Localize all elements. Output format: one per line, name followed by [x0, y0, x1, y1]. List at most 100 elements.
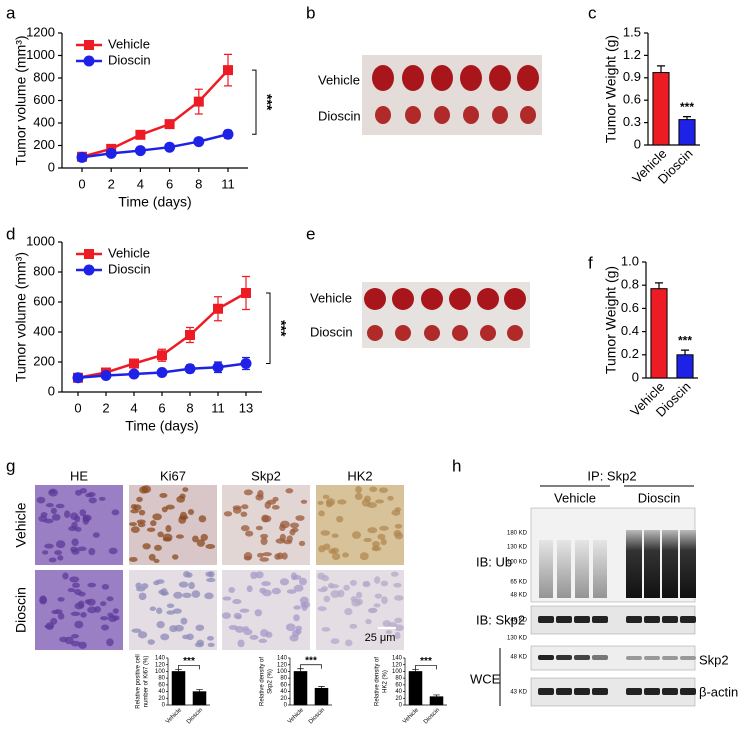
nucleus: [355, 486, 362, 494]
nucleus: [327, 582, 335, 589]
y-tick-label: 400: [33, 114, 55, 129]
y-tick-label: 20: [280, 696, 287, 702]
nucleus: [378, 487, 389, 493]
nucleus: [70, 611, 81, 617]
y-axis-label: Tumor Weight (g): [603, 266, 619, 374]
y-tick-label: 60: [158, 682, 165, 688]
nucleus: [70, 512, 79, 520]
error-bar: [412, 669, 419, 672]
blot-row-label: IB: Skp2: [476, 612, 525, 627]
nucleus: [70, 640, 81, 647]
y-axis-label: number of Ki67 (%): [144, 656, 150, 708]
smear: [662, 530, 678, 598]
row-label: Dioscin: [13, 587, 29, 633]
point: [156, 367, 168, 378]
nucleus: [80, 612, 87, 618]
nucleus: [365, 618, 372, 625]
y-tick-label: 120: [392, 662, 403, 668]
nucleus: [257, 552, 264, 558]
nucleus: [323, 595, 331, 603]
nucleus: [156, 607, 163, 614]
nucleus: [274, 553, 281, 560]
nucleus: [337, 499, 347, 505]
scale-label: 25 μm: [365, 632, 396, 644]
band: [574, 655, 590, 660]
y-tick-label: 200: [33, 353, 55, 368]
y-tick-label: 0: [632, 369, 639, 384]
tumor: [492, 106, 508, 124]
y-tick-label: 0: [162, 703, 166, 709]
nucleus: [232, 599, 242, 605]
band: [662, 688, 678, 695]
histology-grid: [35, 485, 404, 650]
nucleus: [228, 625, 238, 630]
point: [76, 151, 88, 163]
nucleus: [359, 552, 369, 561]
nucleus: [55, 503, 65, 509]
nucleus: [330, 638, 340, 645]
y-tick-label: 60: [395, 682, 402, 688]
nucleus: [262, 589, 272, 597]
tumor: [434, 106, 450, 124]
y-tick-label: 1000: [26, 233, 55, 248]
x-tick-label: 2: [102, 400, 109, 415]
nucleus: [87, 606, 97, 614]
nucleus: [271, 587, 281, 595]
bar: [429, 696, 444, 706]
nucleus: [372, 545, 380, 551]
bar: [650, 288, 668, 379]
nucleus: [112, 615, 120, 621]
smear: [557, 540, 571, 598]
nucleus: [355, 591, 363, 599]
significance-label: ***: [273, 320, 289, 337]
nucleus: [372, 541, 380, 548]
nucleus: [196, 639, 205, 646]
nucleus: [100, 601, 107, 607]
group-label: Dioscin: [638, 490, 681, 505]
histology-image: [35, 570, 123, 650]
row-label: Dioscin: [318, 108, 361, 123]
nucleus: [36, 496, 46, 504]
nucleus: [394, 631, 401, 640]
nucleus: [243, 555, 252, 561]
band: [592, 688, 608, 695]
point: [164, 119, 175, 130]
nucleus: [94, 606, 102, 613]
error-bar: [680, 349, 690, 355]
nucleus: [195, 624, 205, 631]
nucleus: [166, 603, 175, 609]
band: [644, 688, 660, 695]
nucleus: [179, 515, 189, 520]
y-tick-label: 140: [392, 656, 403, 662]
nucleus: [264, 501, 271, 509]
column-label: Skp2: [251, 468, 281, 483]
marker-label: 48 KD: [510, 655, 527, 661]
y-axis-label: Tumor Weight (g): [603, 35, 619, 143]
nucleus: [369, 486, 378, 492]
y-tick-label: 40: [280, 689, 287, 695]
nucleus: [221, 612, 231, 619]
significance-label: ***: [305, 655, 317, 666]
point: [241, 288, 251, 298]
tumor: [431, 65, 453, 91]
nucleus: [198, 515, 207, 523]
nucleus: [362, 580, 371, 586]
nucleus: [374, 593, 383, 599]
nucleus: [380, 538, 387, 546]
significance-label: ***: [183, 656, 195, 667]
panel-letter: h: [452, 456, 461, 475]
nucleus: [183, 570, 190, 578]
nucleus: [50, 507, 57, 515]
column-label: Ki67: [160, 468, 186, 483]
nucleus: [317, 588, 328, 593]
bar: [314, 687, 329, 706]
nucleus: [228, 586, 236, 593]
y-tick-label: 0.9: [623, 69, 641, 84]
legend-label: Vehicle: [108, 36, 150, 51]
nucleus: [160, 591, 170, 596]
y-tick-label: 200: [33, 137, 55, 152]
tumor: [395, 325, 411, 341]
nucleus: [344, 607, 353, 616]
y-tick-label: 80: [158, 676, 165, 682]
